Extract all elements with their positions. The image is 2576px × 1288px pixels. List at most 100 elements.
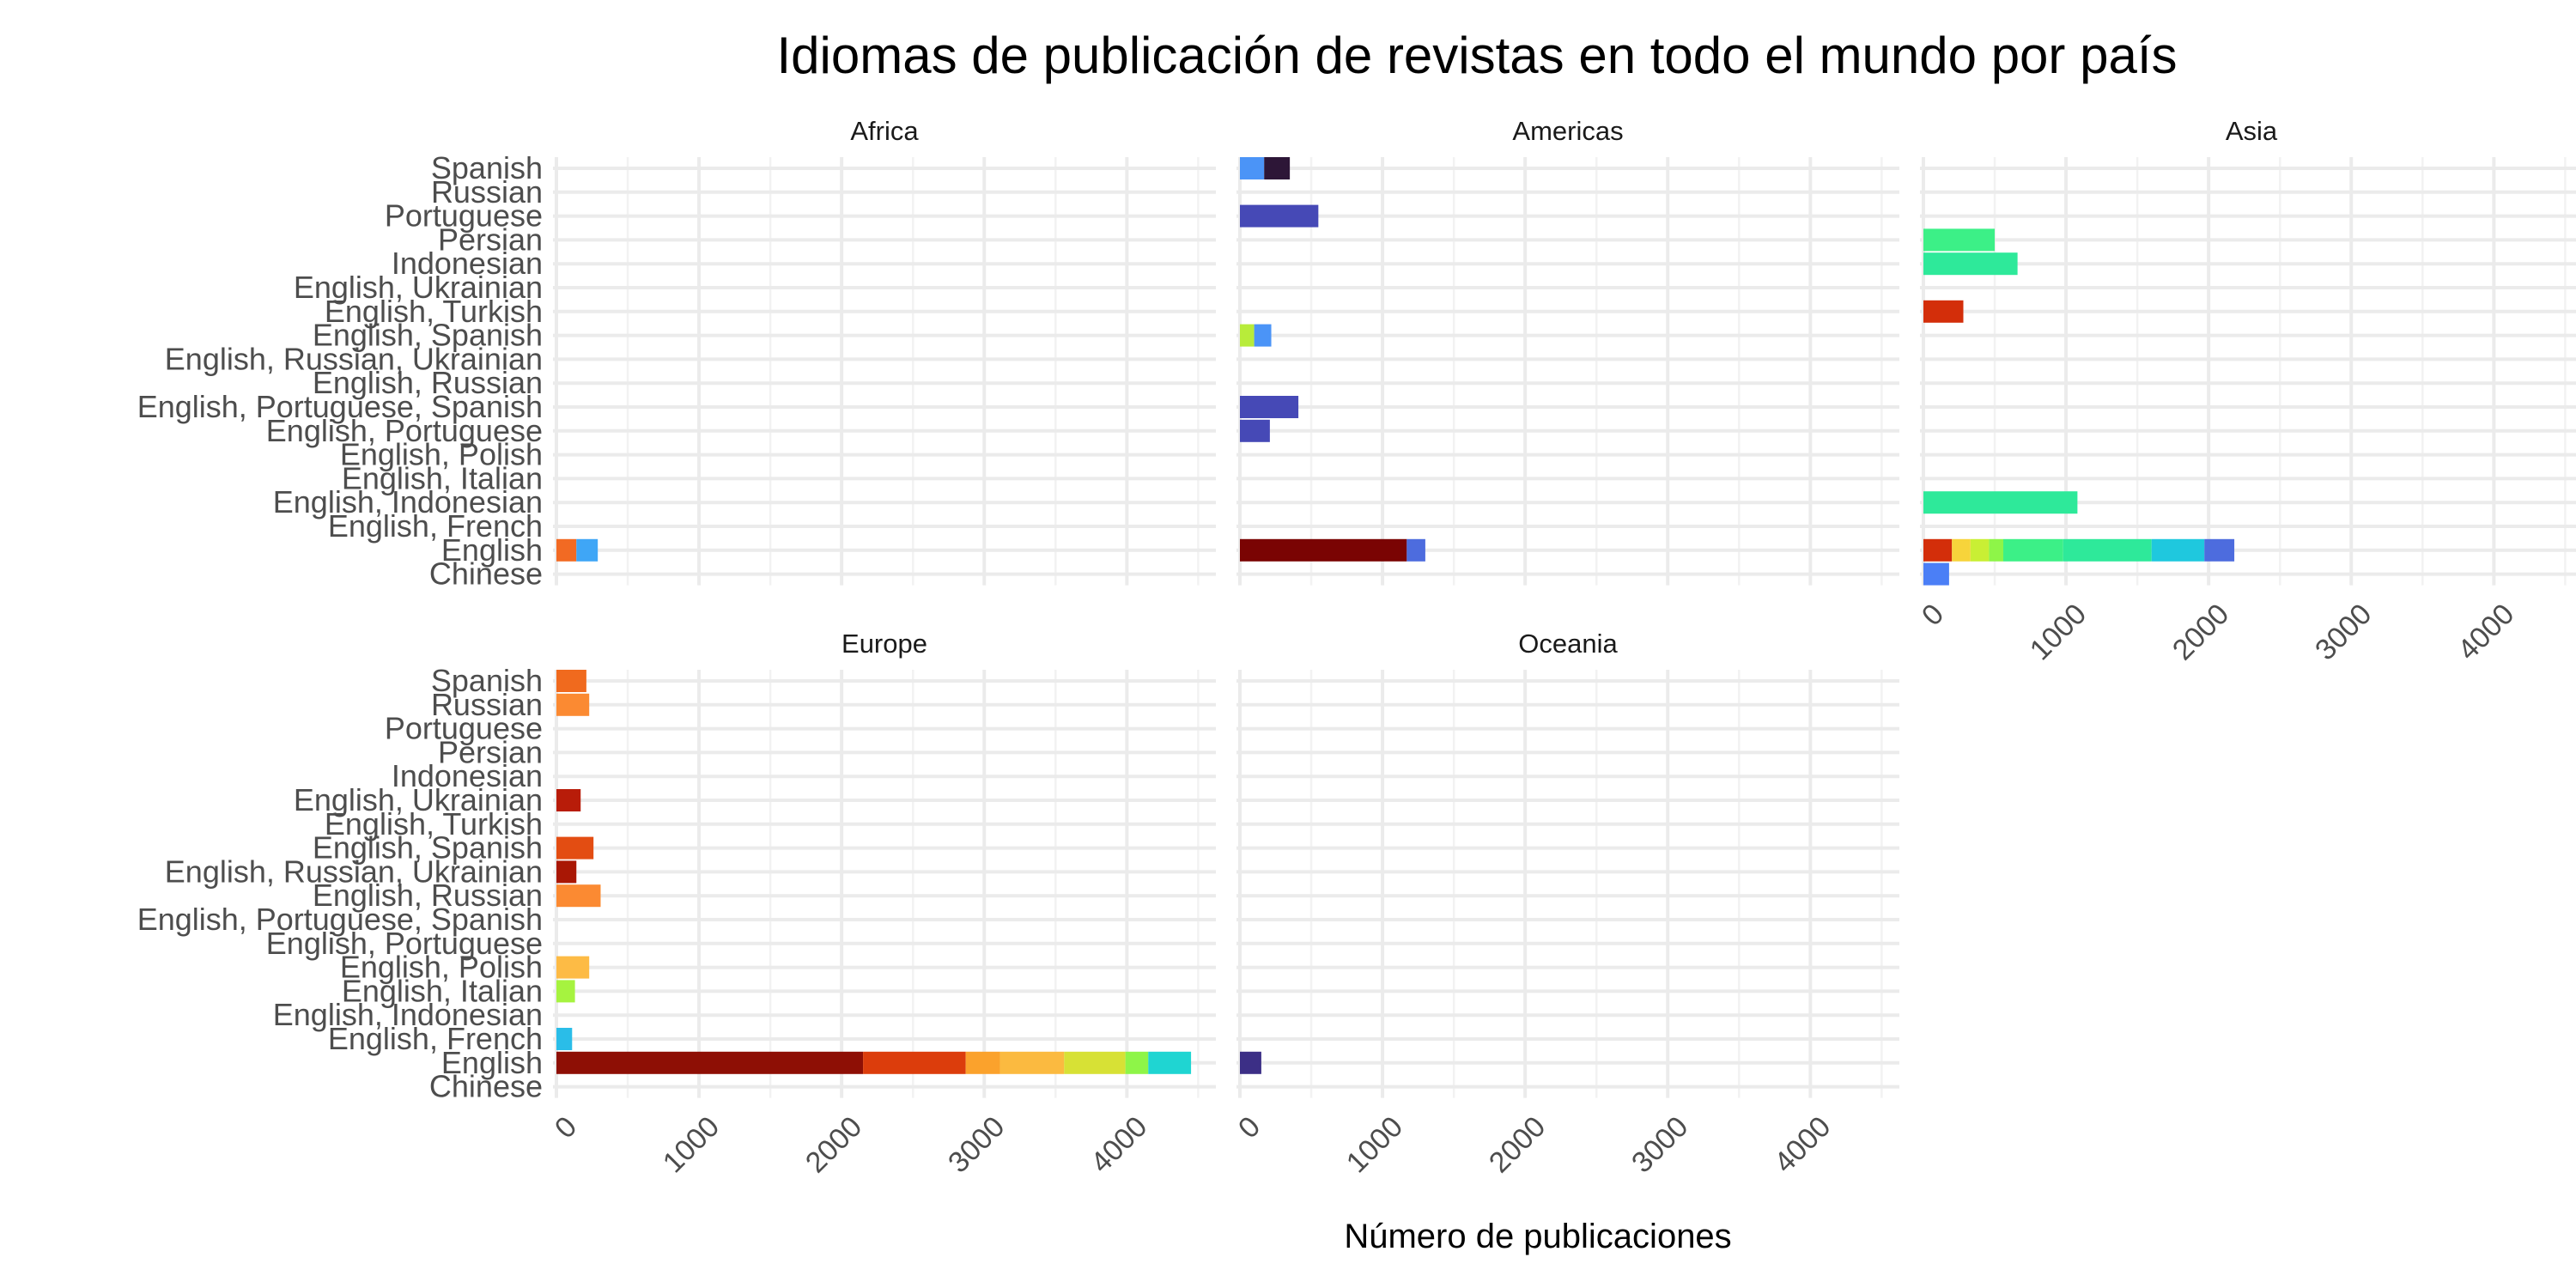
- bar-americas-spanish-seg-0: [1240, 157, 1265, 179]
- panel-title: Europe: [841, 629, 927, 659]
- bar-europe-english-seg-5: [1125, 1051, 1149, 1074]
- bar-americas-english-spanish-seg-0: [1240, 324, 1255, 347]
- y-tick-label: English, Russian: [313, 878, 543, 913]
- bar-asia-english-seg-7: [2204, 538, 2235, 562]
- y-tick-label: English, Indonesian: [273, 484, 543, 519]
- bar-europe-english-seg-0: [556, 1051, 864, 1074]
- bar-europe-english-italian-seg-0: [556, 980, 575, 1003]
- chart-title: Idiomas de publicación de revistas en to…: [777, 27, 2178, 84]
- y-tick-label: Russian: [431, 174, 543, 210]
- bar-oceania-english-seg-0: [1240, 1051, 1261, 1074]
- x-tick-label: 4000: [1084, 1110, 1153, 1179]
- bar-europe-english-seg-6: [1148, 1051, 1192, 1074]
- x-tick-label: 2000: [1483, 1110, 1552, 1179]
- x-tick-label: 1000: [2024, 598, 2093, 666]
- bar-asia-english-seg-6: [2151, 538, 2205, 562]
- x-tick-label: 4000: [2451, 598, 2520, 666]
- y-tick-label: English: [441, 1045, 543, 1080]
- bar-europe-english-seg-3: [999, 1051, 1065, 1074]
- x-tick-label: 4000: [1768, 1110, 1837, 1179]
- x-tick-label: 3000: [942, 1110, 1011, 1179]
- y-tick-label: Persian: [438, 222, 543, 257]
- y-tick-label: English, Ukrainian: [294, 270, 543, 305]
- x-tick-label: 2000: [799, 1110, 868, 1179]
- bar-americas-portuguese-seg-0: [1240, 204, 1319, 228]
- y-tick-label: Chinese: [429, 556, 543, 592]
- y-tick-label: English, French: [328, 508, 543, 544]
- bar-americas-english-seg-1: [1406, 538, 1425, 562]
- bar-americas-english-spanish-seg-1: [1254, 324, 1272, 347]
- y-tick-label: Persian: [438, 734, 543, 769]
- bar-europe-english-seg-1: [863, 1051, 966, 1074]
- y-tick-label: English, Spanish: [313, 830, 543, 866]
- bar-europe-english-french-seg-0: [556, 1028, 573, 1050]
- y-tick-label: English, Polish: [340, 950, 543, 985]
- x-tick-label: 0: [1916, 598, 1950, 632]
- y-tick-label: English, Turkish: [325, 806, 543, 841]
- y-tick-label: English, Portuguese: [266, 926, 543, 961]
- x-tick-label: 3000: [2309, 598, 2378, 666]
- y-tick-label: English, Polish: [340, 437, 543, 472]
- bar-americas-english-portuguese-spanish-seg-0: [1240, 396, 1299, 418]
- panel-americas: Americas: [1236, 116, 1899, 586]
- y-tick-label: Russian: [431, 687, 543, 722]
- bar-asia-chinese-seg-0: [1923, 562, 1949, 586]
- y-tick-label: English, Italian: [342, 973, 543, 1008]
- y-tick-label: English, Russian, Ukrainian: [165, 854, 543, 889]
- y-tick-label: Indonesian: [392, 758, 543, 793]
- panel-title: Oceania: [1518, 629, 1618, 659]
- y-tick-label: Indonesian: [392, 246, 543, 281]
- x-axis-title: Número de publicaciones: [1344, 1218, 1731, 1255]
- bar-asia-english-seg-2: [1970, 538, 1990, 562]
- panel-title: Asia: [2226, 116, 2278, 146]
- bar-asia-english-turkish-seg-0: [1923, 300, 1964, 323]
- x-tick-label: 1000: [1340, 1110, 1409, 1179]
- bar-africa-english-seg-0: [556, 538, 577, 562]
- bar-asia-english-seg-3: [1989, 538, 2004, 562]
- y-tick-label: English: [441, 532, 543, 568]
- x-tick-label: 1000: [657, 1110, 726, 1179]
- bar-africa-english-seg-1: [576, 538, 598, 562]
- bar-asia-english-seg-4: [2003, 538, 2063, 562]
- bar-americas-english-portuguese-seg-0: [1240, 419, 1270, 442]
- bar-asia-english-indonesian-seg-0: [1923, 491, 2078, 514]
- bar-europe-english-russian-ukrainian-seg-0: [556, 860, 577, 884]
- y-tick-label: Chinese: [429, 1069, 543, 1104]
- y-tick-label: English, Italian: [342, 460, 543, 495]
- y-tick-label: English, Turkish: [325, 294, 543, 329]
- x-tick-label: 3000: [1625, 1110, 1694, 1179]
- bar-asia-english-seg-1: [1952, 538, 1971, 562]
- bar-americas-spanish-seg-1: [1264, 157, 1291, 179]
- bar-asia-english-seg-0: [1923, 538, 1953, 562]
- y-tick-label: Spanish: [431, 150, 543, 185]
- y-tick-label: Portuguese: [385, 711, 543, 746]
- y-tick-label: English, Spanish: [313, 318, 543, 353]
- bar-europe-russian-seg-0: [556, 693, 590, 716]
- bar-asia-persian-seg-0: [1923, 228, 1996, 252]
- bar-americas-english-seg-0: [1240, 538, 1407, 562]
- y-tick-label: English, Portuguese, Spanish: [137, 902, 543, 937]
- y-tick-label: English, Portuguese: [266, 413, 543, 448]
- panel-title: Americas: [1512, 116, 1623, 146]
- panel-title: Africa: [850, 116, 919, 146]
- panel-asia: Asia 0 1000 2000 3000 4000: [1916, 116, 2576, 666]
- bar-europe-spanish-seg-0: [556, 670, 586, 692]
- bar-europe-english-polish-seg-0: [556, 956, 590, 979]
- bar-europe-english-seg-4: [1064, 1051, 1126, 1074]
- bar-asia-indonesian-seg-0: [1923, 252, 2018, 276]
- y-tick-label: English, Russian: [313, 365, 543, 400]
- y-tick-label: English, Portuguese, Spanish: [137, 389, 543, 424]
- x-tick-label: 2000: [2166, 598, 2235, 666]
- bar-europe-english-spanish-seg-0: [556, 836, 594, 860]
- bar-europe-english-seg-2: [965, 1051, 1000, 1074]
- bar-europe-english-russian-seg-0: [556, 884, 601, 908]
- x-tick-label: 0: [549, 1110, 583, 1145]
- y-tick-label: English, Russian, Ukrainian: [165, 341, 543, 376]
- y-tick-label: Spanish: [431, 663, 543, 698]
- y-tick-label: English, Indonesian: [273, 997, 543, 1032]
